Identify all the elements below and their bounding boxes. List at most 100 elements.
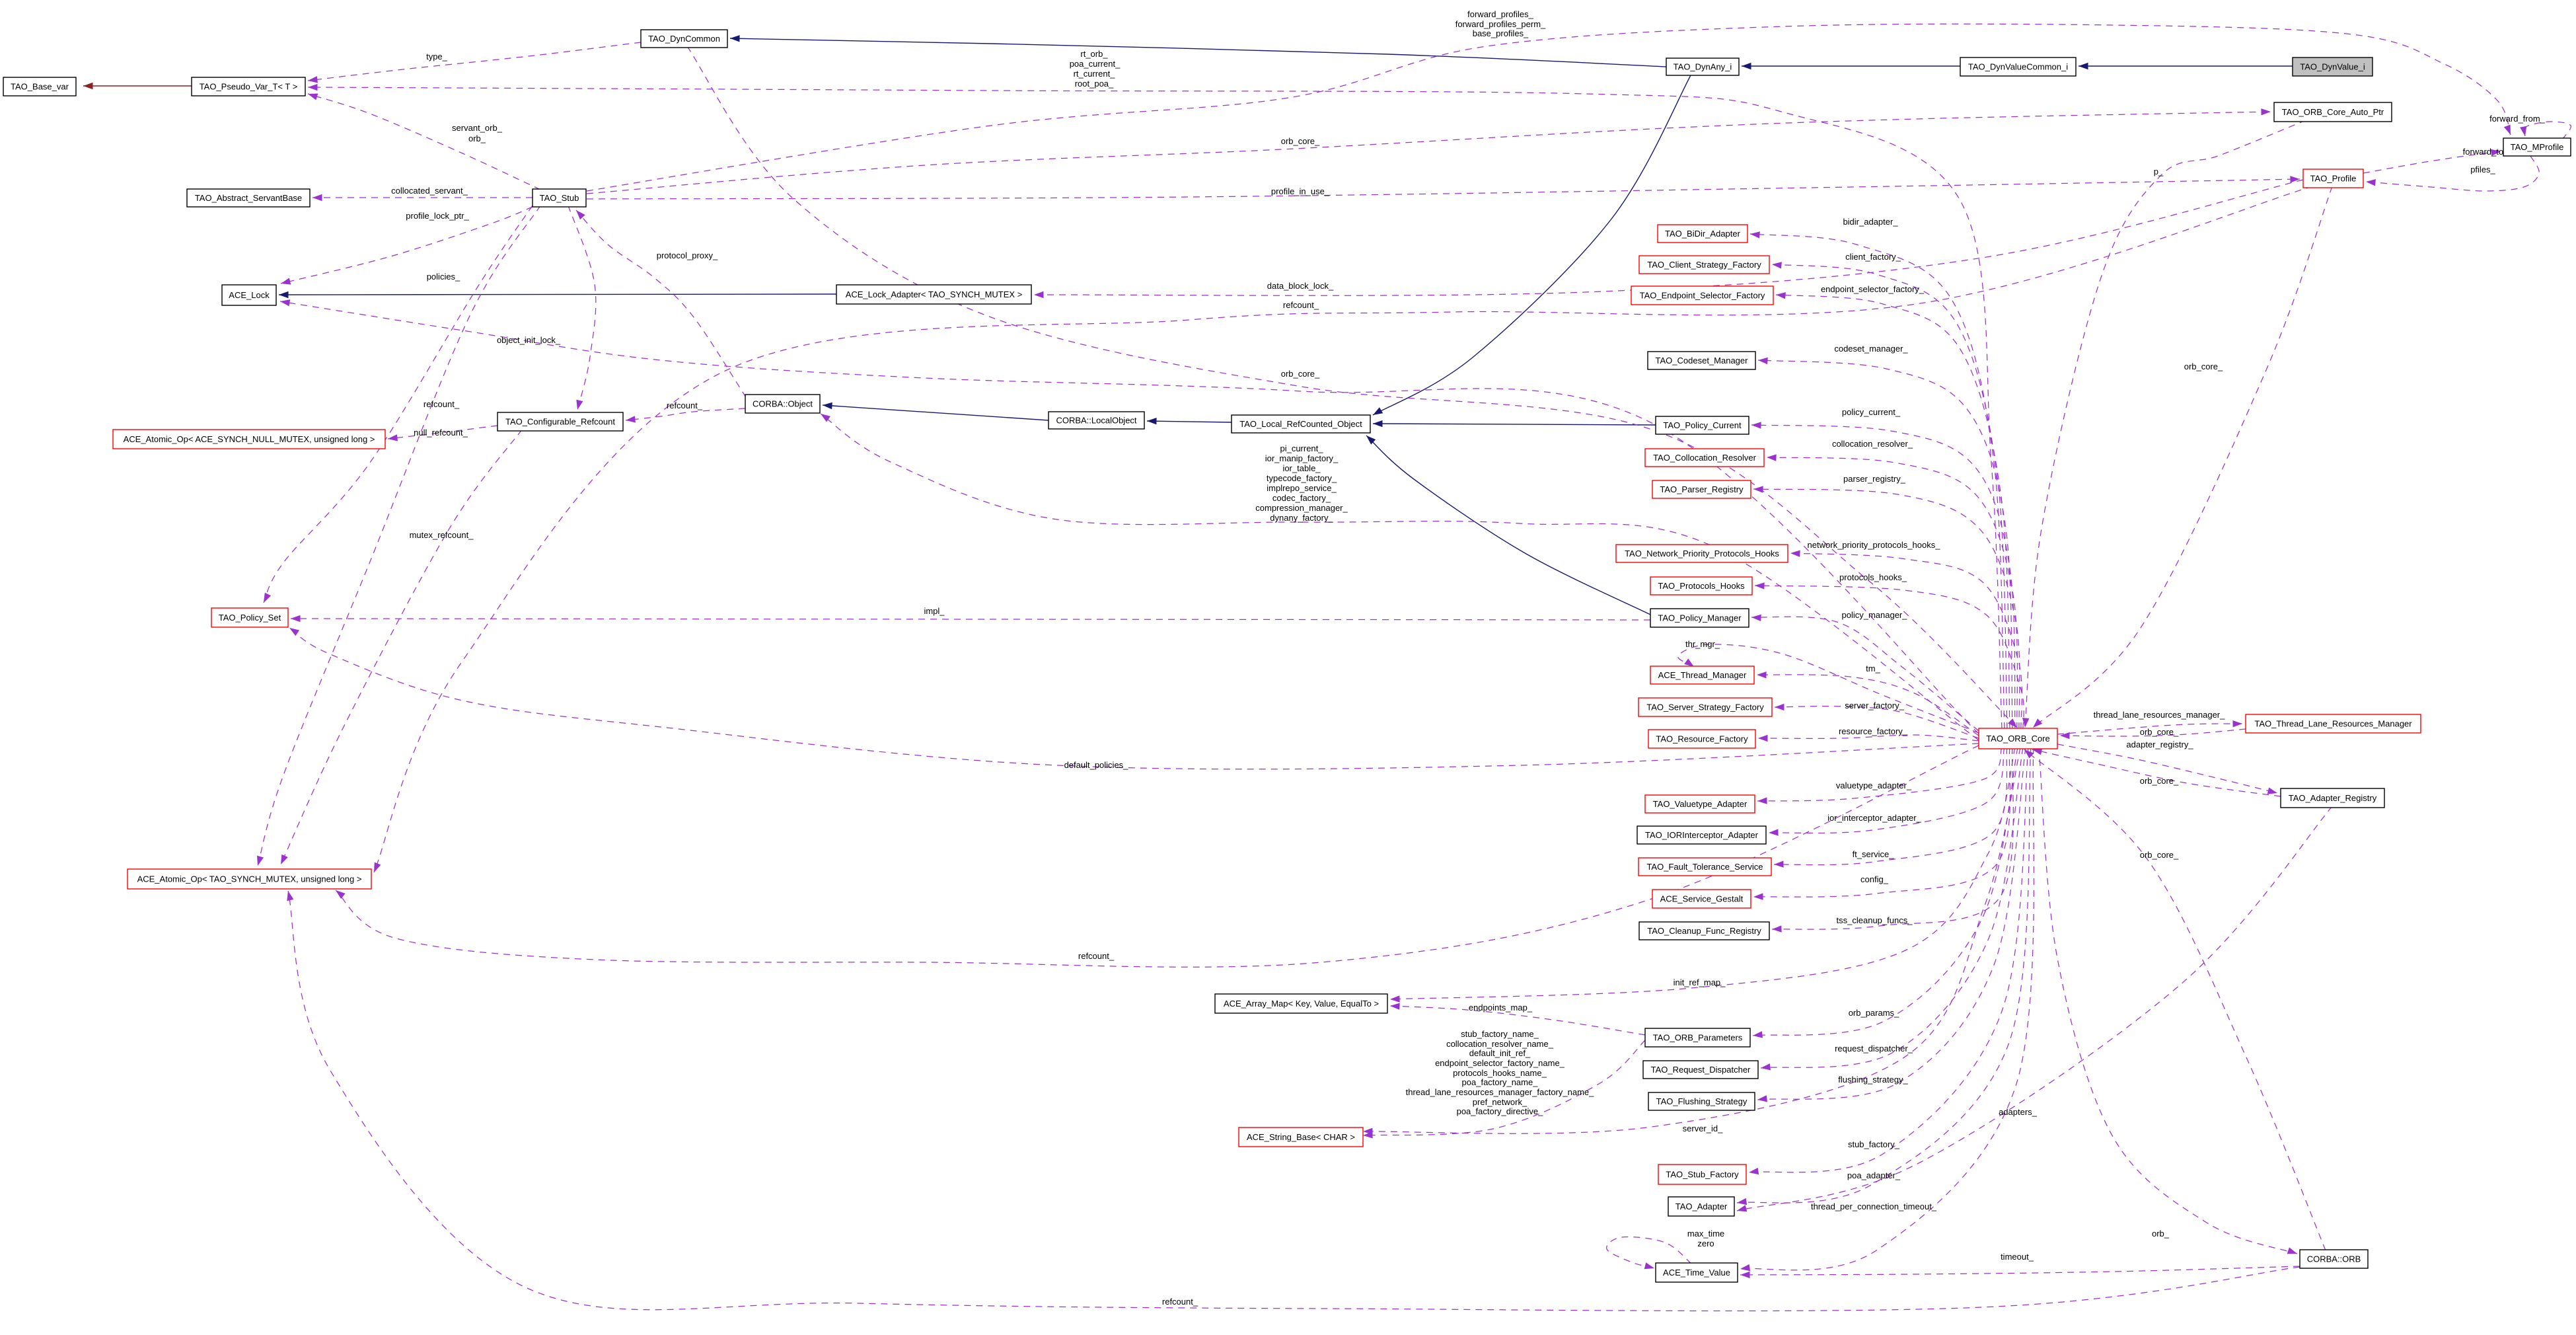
svg-text:tss_cleanup_funcs_: tss_cleanup_funcs_ <box>1837 915 1913 925</box>
svg-text:TAO_Thread_Lane_Resources_Mana: TAO_Thread_Lane_Resources_Manager <box>2254 719 2412 729</box>
svg-text:ACE_Array_Map< Key, Value, Equ: ACE_Array_Map< Key, Value, EqualTo > <box>1224 999 1379 1009</box>
svg-text:TAO_DynAny_i: TAO_DynAny_i <box>1674 62 1732 72</box>
svg-text:TAO_Policy_Manager: TAO_Policy_Manager <box>1658 613 1742 623</box>
svg-text:TAO_DynCommon: TAO_DynCommon <box>648 34 720 44</box>
svg-text:server_factory_: server_factory_ <box>1845 701 1904 710</box>
svg-text:ior_manip_factory_: ior_manip_factory_ <box>1265 453 1339 463</box>
svg-text:policy_current_: policy_current_ <box>1842 407 1901 417</box>
svg-text:TAO_Base_var: TAO_Base_var <box>11 82 69 92</box>
svg-text:codeset_manager_: codeset_manager_ <box>1834 344 1908 354</box>
svg-text:type_: type_ <box>426 52 448 61</box>
svg-text:TAO_Codeset_Manager: TAO_Codeset_Manager <box>1656 356 1749 365</box>
svg-text:TAO_Server_Strategy_Factory: TAO_Server_Strategy_Factory <box>1646 703 1764 712</box>
svg-text:thr_mgr_: thr_mgr_ <box>1685 639 1720 649</box>
svg-text:max_time: max_time <box>1687 1229 1724 1239</box>
svg-text:TAO_Resource_Factory: TAO_Resource_Factory <box>1656 734 1748 744</box>
svg-text:data_block_lock_: data_block_lock_ <box>1267 281 1334 291</box>
svg-text:init_ref_map_: init_ref_map_ <box>1674 977 1726 987</box>
svg-text:TAO_Cleanup_Func_Registry: TAO_Cleanup_Func_Registry <box>1647 926 1761 936</box>
svg-text:TAO_MProfile: TAO_MProfile <box>2511 142 2564 152</box>
svg-text:adapter_registry_: adapter_registry_ <box>2126 740 2193 749</box>
svg-text:zero: zero <box>1697 1239 1714 1248</box>
svg-text:poa_current_: poa_current_ <box>1070 59 1121 69</box>
svg-text:servant_orb_: servant_orb_ <box>452 123 503 133</box>
svg-text:protocol_proxy_: protocol_proxy_ <box>657 250 718 260</box>
svg-text:TAO_Profile: TAO_Profile <box>2310 174 2357 184</box>
svg-text:policy_manager_: policy_manager_ <box>1841 610 1907 620</box>
svg-text:codec_factory_: codec_factory_ <box>1272 493 1331 503</box>
svg-text:collocation_resolver_name_: collocation_resolver_name_ <box>1446 1039 1554 1049</box>
svg-text:policies_: policies_ <box>427 272 460 282</box>
svg-text:TAO_Stub_Factory: TAO_Stub_Factory <box>1666 1170 1739 1180</box>
svg-text:TAO_Endpoint_Selector_Factory: TAO_Endpoint_Selector_Factory <box>1640 291 1765 301</box>
svg-text:TAO_Request_Dispatcher: TAO_Request_Dispatcher <box>1651 1065 1751 1075</box>
svg-text:orb_core_: orb_core_ <box>1281 136 1320 146</box>
svg-text:rt_orb_: rt_orb_ <box>1080 49 1108 59</box>
svg-text:TAO_DynValue_i: TAO_DynValue_i <box>2300 62 2365 72</box>
svg-text:TAO_ORB_Core: TAO_ORB_Core <box>1986 734 2050 744</box>
svg-text:endpoint_selector_factory_: endpoint_selector_factory_ <box>1821 284 1925 294</box>
svg-text:parser_registry_: parser_registry_ <box>1843 474 1906 484</box>
svg-text:TAO_Protocols_Hooks: TAO_Protocols_Hooks <box>1658 581 1745 591</box>
svg-text:orb_core_: orb_core_ <box>2140 776 2179 786</box>
svg-text:object_init_lock_: object_init_lock_ <box>497 335 561 345</box>
svg-text:client_factory_: client_factory_ <box>1845 252 1901 262</box>
svg-text:thread_lane_resources_manager_: thread_lane_resources_manager_factory_na… <box>1406 1087 1595 1097</box>
svg-text:TAO_IORInterceptor_Adapter: TAO_IORInterceptor_Adapter <box>1645 830 1759 840</box>
svg-text:refcount_: refcount_ <box>1162 1297 1198 1307</box>
svg-text:TAO_Flushing_Strategy: TAO_Flushing_Strategy <box>1656 1096 1748 1106</box>
svg-text:orb_core_: orb_core_ <box>1281 369 1320 379</box>
svg-text:endpoints_map_: endpoints_map_ <box>1469 1003 1533 1012</box>
svg-text:poa_factory_name_: poa_factory_name_ <box>1462 1077 1539 1087</box>
svg-text:CORBA::Object: CORBA::Object <box>753 399 813 409</box>
svg-text:ACE_Thread_Manager: ACE_Thread_Manager <box>1658 670 1747 680</box>
svg-text:timeout_: timeout_ <box>2001 1252 2034 1262</box>
svg-text:poa_adapter_: poa_adapter_ <box>1847 1170 1901 1180</box>
svg-text:ACE_Atomic_Op< ACE_SYNCH_NULL_: ACE_Atomic_Op< ACE_SYNCH_NULL_MUTEX, uns… <box>124 434 375 444</box>
svg-text:refcount_: refcount_ <box>667 400 703 410</box>
svg-text:TAO_Collocation_Resolver: TAO_Collocation_Resolver <box>1653 453 1756 463</box>
svg-text:profile_in_use_: profile_in_use_ <box>1271 186 1330 196</box>
svg-text:TAO_ORB_Parameters: TAO_ORB_Parameters <box>1653 1033 1743 1043</box>
svg-text:forward_to_: forward_to_ <box>2463 147 2509 157</box>
svg-text:ft_service_: ft_service_ <box>1853 849 1895 859</box>
svg-text:forward_from_: forward_from_ <box>2489 114 2546 124</box>
svg-text:TAO_Client_Strategy_Factory: TAO_Client_Strategy_Factory <box>1647 260 1761 270</box>
svg-text:server_id_: server_id_ <box>1683 1124 1723 1133</box>
svg-text:ACE_Lock: ACE_Lock <box>229 290 270 300</box>
svg-text:orb_: orb_ <box>2152 1229 2170 1239</box>
svg-text:tm_: tm_ <box>1866 664 1880 673</box>
svg-text:orb_core_: orb_core_ <box>2140 727 2179 737</box>
svg-text:TAO_Abstract_ServantBase: TAO_Abstract_ServantBase <box>195 193 302 203</box>
svg-text:CORBA::LocalObject: CORBA::LocalObject <box>1056 416 1136 426</box>
svg-text:root_poa_: root_poa_ <box>1075 79 1114 89</box>
svg-text:protocols_hooks_name_: protocols_hooks_name_ <box>1453 1068 1547 1078</box>
svg-text:base_profiles_: base_profiles_ <box>1473 28 1529 38</box>
svg-text:stub_factory_name_: stub_factory_name_ <box>1461 1029 1539 1039</box>
svg-text:impl_: impl_ <box>924 606 945 616</box>
svg-text:refcount_: refcount_ <box>1283 300 1319 310</box>
svg-text:adapters_: adapters_ <box>1999 1107 2038 1117</box>
svg-text:TAO_Policy_Current: TAO_Policy_Current <box>1663 420 1742 430</box>
svg-text:stub_factory_: stub_factory_ <box>1848 1139 1900 1149</box>
svg-text:TAO_Adapter_Registry: TAO_Adapter_Registry <box>2289 793 2377 803</box>
svg-text:TAO_Stub: TAO_Stub <box>540 193 579 203</box>
svg-text:orb_: orb_ <box>468 134 486 143</box>
svg-text:TAO_Local_RefCounted_Object: TAO_Local_RefCounted_Object <box>1239 419 1362 429</box>
svg-text:ACE_Service_Gestalt: ACE_Service_Gestalt <box>1660 894 1744 904</box>
svg-text:dynany_factory_: dynany_factory_ <box>1270 513 1333 523</box>
svg-text:bidir_adapter_: bidir_adapter_ <box>1843 217 1898 227</box>
svg-text:orb_core_: orb_core_ <box>2184 362 2223 371</box>
svg-text:mutex_refcount_: mutex_refcount_ <box>410 530 474 540</box>
svg-text:flushing_strategy_: flushing_strategy_ <box>1838 1075 1908 1085</box>
svg-text:null_refcount_: null_refcount_ <box>414 428 468 438</box>
svg-text:poa_factory_directive_: poa_factory_directive_ <box>1457 1106 1544 1116</box>
svg-text:protocols_hooks_: protocols_hooks_ <box>1839 572 1907 582</box>
svg-text:TAO_Network_Priority_Protocols: TAO_Network_Priority_Protocols_Hooks <box>1625 549 1779 558</box>
svg-text:collocation_resolver_: collocation_resolver_ <box>1832 439 1913 449</box>
svg-text:forward_profiles_perm_: forward_profiles_perm_ <box>1455 19 1546 29</box>
svg-text:TAO_Parser_Registry: TAO_Parser_Registry <box>1660 484 1744 494</box>
svg-text:ACE_Time_Value: ACE_Time_Value <box>1663 1268 1730 1278</box>
svg-text:refcount_: refcount_ <box>1078 951 1115 961</box>
svg-text:resource_factory_: resource_factory_ <box>1839 726 1908 736</box>
